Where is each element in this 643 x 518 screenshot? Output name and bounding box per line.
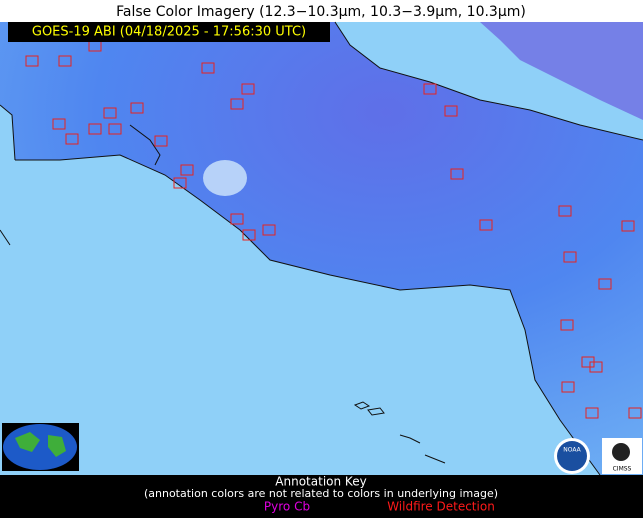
detection-box: [230, 213, 244, 225]
coastline: [15, 154, 601, 476]
detections: [25, 40, 642, 419]
title: False Color Imagery (12.3−10.3µm, 10.3−3…: [116, 4, 526, 20]
detection-box: [558, 205, 572, 217]
detection-box: [65, 133, 79, 145]
key-band: [0, 475, 643, 518]
detection-box: [589, 361, 603, 373]
detection-box: [108, 123, 122, 135]
timestamp-box: [8, 22, 330, 42]
land-north: [480, 22, 643, 120]
detection-box: [58, 55, 72, 67]
detection-box: [621, 220, 635, 232]
detection-box: [180, 164, 194, 176]
detection-box: [242, 229, 256, 241]
islands: [353, 401, 446, 464]
detection-box: [52, 118, 66, 130]
detection-box: [585, 407, 599, 419]
land: [0, 22, 643, 475]
detection-box: [628, 407, 642, 419]
title-band: [0, 0, 643, 22]
detection-box: [241, 83, 255, 95]
detection-box: [479, 219, 493, 231]
detection-box: [201, 62, 215, 74]
detection-box: [103, 107, 117, 119]
detection-box: [262, 224, 276, 236]
detection-box: [130, 102, 144, 114]
cloud: [203, 160, 247, 196]
cimss-text: CIMSS: [613, 466, 632, 473]
detection-box: [444, 105, 458, 117]
detection-box: [230, 98, 244, 110]
key-note: (annotation colors are not related to co…: [144, 487, 498, 500]
noaa-text: NOAA: [563, 447, 581, 454]
detection-box: [561, 381, 575, 393]
noaa-logo: NOAA: [554, 438, 590, 474]
detection-box: [25, 55, 39, 67]
key-wildfire: Wildfire Detection: [387, 500, 495, 514]
detection-box: [88, 123, 102, 135]
detection-box: [598, 278, 612, 290]
key-pyro: Pyro Cb: [264, 500, 310, 514]
detection-box: [450, 168, 464, 180]
timestamp: GOES-19 ABI (04/18/2025 - 17:56:30 UTC): [32, 25, 306, 40]
coastline-north: [0, 21, 643, 246]
globe-logo: [2, 423, 79, 471]
detection-box: [560, 319, 574, 331]
cimss-logo: CIMSS: [602, 438, 642, 474]
detection-box: [154, 135, 168, 147]
detection-box: [423, 83, 437, 95]
detection-box: [173, 177, 187, 189]
detection-box: [563, 251, 577, 263]
key-title: Annotation Key: [275, 475, 366, 489]
